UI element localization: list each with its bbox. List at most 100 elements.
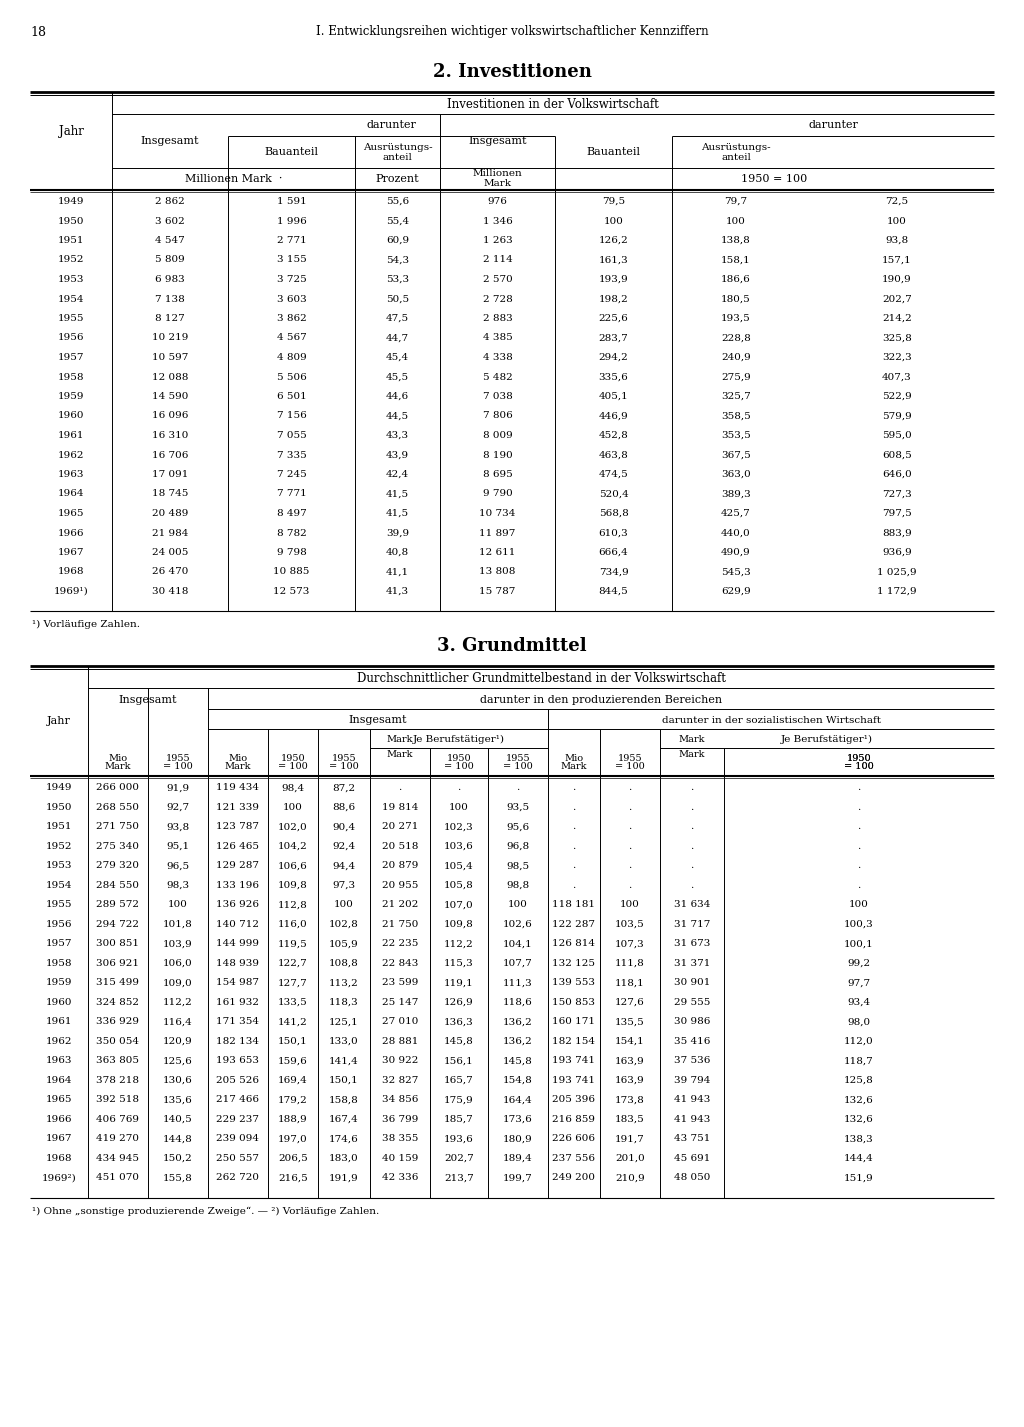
Text: = 100: = 100 [844, 762, 873, 771]
Text: Mark: Mark [387, 735, 414, 745]
Text: 31 717: 31 717 [674, 920, 711, 929]
Text: 127,7: 127,7 [279, 979, 308, 987]
Text: 16 706: 16 706 [152, 451, 188, 459]
Text: 132,6: 132,6 [844, 1096, 873, 1104]
Text: 107,0: 107,0 [444, 900, 474, 909]
Text: 108,8: 108,8 [329, 959, 358, 968]
Text: 175,9: 175,9 [444, 1096, 474, 1104]
Text: 54,3: 54,3 [386, 255, 409, 264]
Text: 129 287: 129 287 [216, 862, 259, 870]
Text: 6 501: 6 501 [276, 392, 306, 401]
Text: = 100: = 100 [615, 762, 645, 771]
Text: .: . [690, 880, 693, 890]
Text: 325,7: 325,7 [721, 392, 751, 401]
Text: Prozent: Prozent [376, 174, 419, 184]
Text: 136,2: 136,2 [503, 1017, 532, 1026]
Text: 1 025,9: 1 025,9 [878, 568, 916, 577]
Text: 135,5: 135,5 [615, 1017, 645, 1026]
Text: 193,6: 193,6 [444, 1134, 474, 1143]
Text: 47,5: 47,5 [386, 314, 409, 323]
Text: 283,7: 283,7 [599, 334, 629, 342]
Text: 4 809: 4 809 [276, 352, 306, 362]
Text: 1950: 1950 [446, 753, 471, 763]
Text: 1963: 1963 [57, 469, 84, 479]
Text: 392 518: 392 518 [96, 1096, 139, 1104]
Text: 100: 100 [887, 217, 907, 225]
Text: 629,9: 629,9 [721, 586, 751, 596]
Text: 1959: 1959 [57, 392, 84, 401]
Text: 1950: 1950 [281, 753, 305, 763]
Text: = 100: = 100 [279, 762, 308, 771]
Text: 41 943: 41 943 [674, 1114, 711, 1123]
Text: 102,6: 102,6 [503, 920, 532, 929]
Text: .: . [690, 862, 693, 870]
Text: 122 287: 122 287 [553, 920, 596, 929]
Text: 109,8: 109,8 [444, 920, 474, 929]
Text: 135,6: 135,6 [163, 1096, 193, 1104]
Text: 97,3: 97,3 [333, 880, 355, 890]
Text: 249 200: 249 200 [553, 1173, 596, 1182]
Text: 44,7: 44,7 [386, 334, 409, 342]
Text: 520,4: 520,4 [599, 489, 629, 498]
Text: 95,1: 95,1 [167, 842, 189, 850]
Text: 31 371: 31 371 [674, 959, 711, 968]
Text: 92,7: 92,7 [167, 803, 189, 812]
Text: Mark: Mark [387, 749, 414, 759]
Text: 21 984: 21 984 [152, 528, 188, 538]
Text: 1957: 1957 [46, 939, 73, 949]
Text: 936,9: 936,9 [882, 548, 912, 557]
Text: 10 734: 10 734 [479, 509, 516, 518]
Text: 50,5: 50,5 [386, 294, 409, 304]
Text: 102,3: 102,3 [444, 822, 474, 832]
Text: 1950: 1950 [847, 753, 871, 763]
Text: 189,4: 189,4 [503, 1154, 532, 1163]
Text: 5 506: 5 506 [276, 372, 306, 381]
Text: 30 922: 30 922 [382, 1056, 418, 1065]
Text: .: . [458, 783, 461, 792]
Text: 1 996: 1 996 [276, 217, 306, 225]
Text: 727,3: 727,3 [882, 489, 912, 498]
Text: 198,2: 198,2 [599, 294, 629, 304]
Text: 20 271: 20 271 [382, 822, 418, 832]
Text: Je Berufstätiger¹): Je Berufstätiger¹) [413, 735, 505, 745]
Text: 158,1: 158,1 [721, 255, 751, 264]
Text: 12 088: 12 088 [152, 372, 188, 381]
Text: 490,9: 490,9 [721, 548, 751, 557]
Text: 1955: 1955 [46, 900, 73, 909]
Text: 72,5: 72,5 [886, 197, 908, 205]
Text: 103,6: 103,6 [444, 842, 474, 850]
Text: 358,5: 358,5 [721, 411, 751, 421]
Text: 23 599: 23 599 [382, 979, 418, 987]
Text: 324 852: 324 852 [96, 997, 139, 1007]
Text: 105,8: 105,8 [444, 880, 474, 890]
Text: 579,9: 579,9 [882, 411, 912, 421]
Text: 79,5: 79,5 [602, 197, 625, 205]
Text: 1954: 1954 [46, 880, 73, 890]
Text: 92,4: 92,4 [333, 842, 355, 850]
Text: 45,5: 45,5 [386, 372, 409, 381]
Text: 164,4: 164,4 [503, 1096, 532, 1104]
Text: 32 827: 32 827 [382, 1076, 418, 1085]
Text: 171 354: 171 354 [216, 1017, 259, 1026]
Text: Insgesamt: Insgesamt [349, 715, 408, 725]
Text: 20 879: 20 879 [382, 862, 418, 870]
Text: 193,9: 193,9 [599, 275, 629, 284]
Text: 136 926: 136 926 [216, 900, 259, 909]
Text: 353,5: 353,5 [721, 431, 751, 440]
Text: Mark: Mark [483, 180, 512, 188]
Text: Ausrüstungs-: Ausrüstungs- [701, 143, 771, 151]
Text: 8 127: 8 127 [155, 314, 185, 323]
Text: 144,8: 144,8 [163, 1134, 193, 1143]
Text: 125,8: 125,8 [844, 1076, 873, 1085]
Text: 193 741: 193 741 [553, 1076, 596, 1085]
Text: 180,5: 180,5 [721, 294, 751, 304]
Text: 239 094: 239 094 [216, 1134, 259, 1143]
Text: .: . [857, 783, 860, 792]
Text: 119 434: 119 434 [216, 783, 259, 792]
Text: 93,4: 93,4 [848, 997, 870, 1007]
Text: Je Berufstätiger¹): Je Berufstätiger¹) [781, 735, 873, 745]
Text: .: . [572, 822, 575, 832]
Text: Insgesamt: Insgesamt [119, 695, 177, 705]
Text: 13 808: 13 808 [479, 568, 516, 577]
Text: 1968: 1968 [46, 1154, 73, 1163]
